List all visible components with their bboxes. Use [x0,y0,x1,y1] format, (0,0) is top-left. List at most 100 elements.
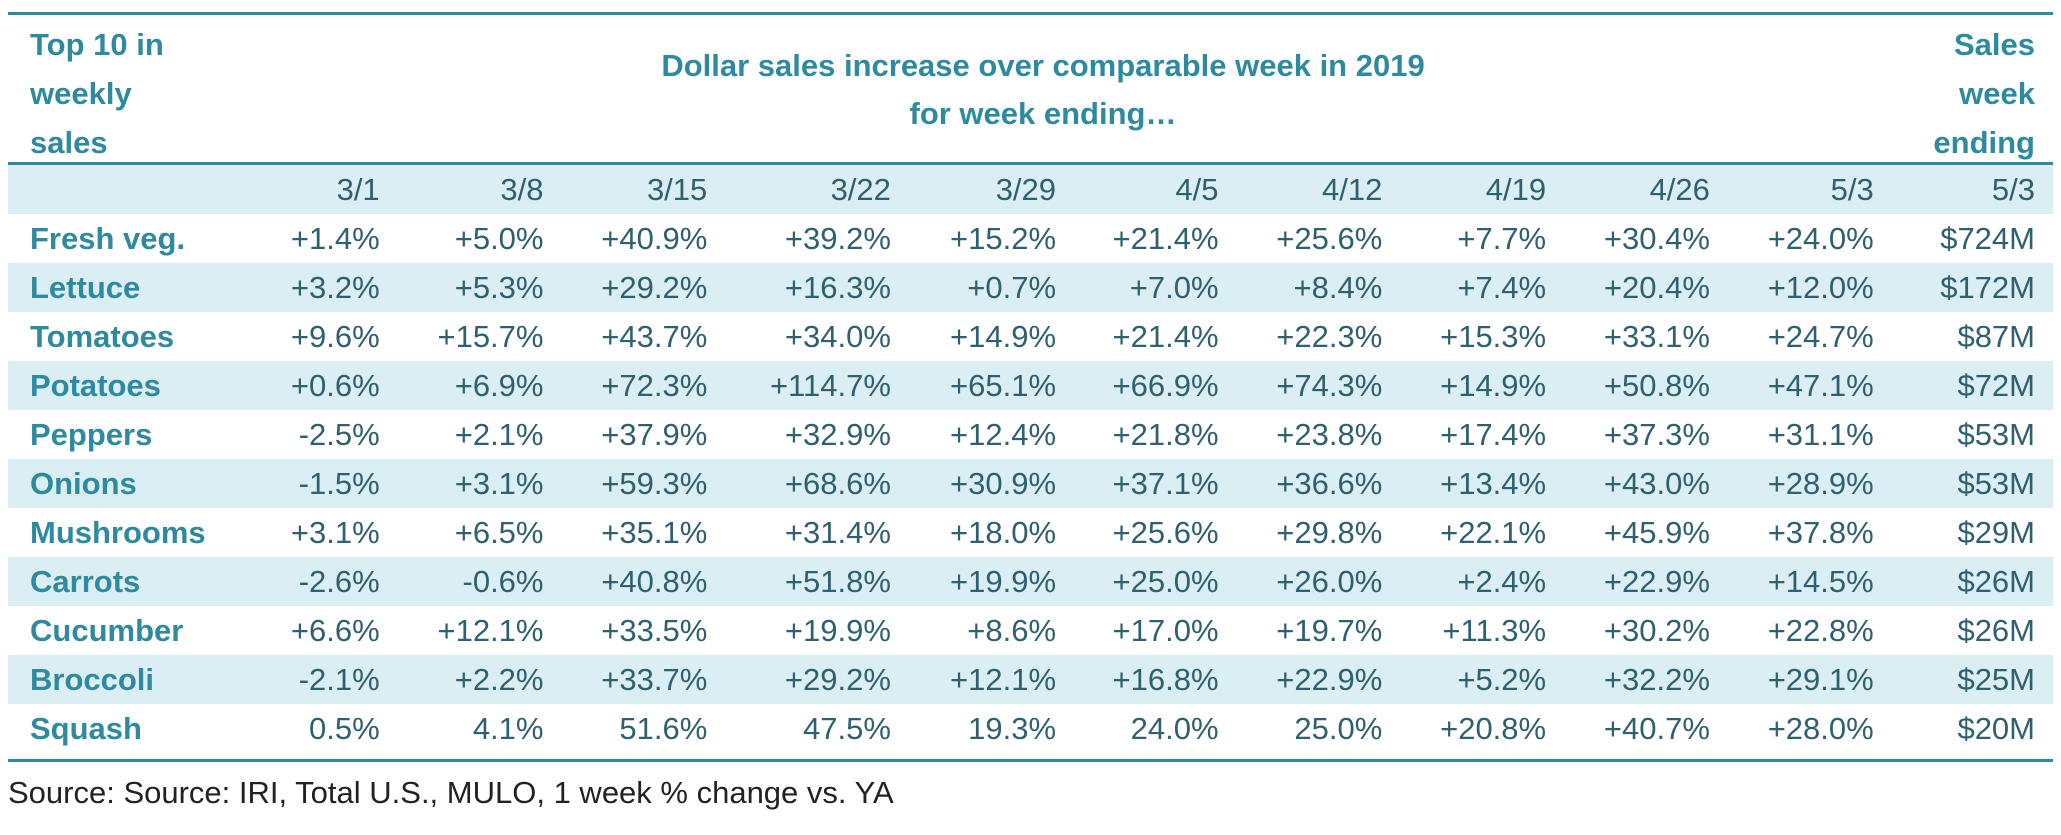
row-label: Squash [30,710,142,746]
pct-change-cell: +23.8% [1276,416,1383,452]
pct-change-cell: +19.7% [1276,612,1383,648]
pct-change-cell: -1.5% [265,459,398,508]
pct-change-cell: +5.2% [1400,655,1565,704]
pct-change-cell: +33.7% [561,655,726,704]
header-center-line: Dollar sales increase over comparable we… [661,48,1425,83]
pct-change-cell: +45.9% [1603,514,1710,550]
column-header-row: 3/1 3/8 3/15 3/22 3/29 4/5 4/12 4/19 4/26 5/3 5/3 [8,165,2053,214]
column-header: 4/19 [1400,165,1565,214]
header-right-title: Sales week ending [1875,20,2035,167]
column-header: 3/29 [908,165,1075,214]
pct-change-cell: +7.0% [1074,263,1237,312]
row-label: Lettuce [8,263,266,312]
pct-change-cell: +8.4% [1236,263,1401,312]
header-rule [8,162,2053,165]
header-right-line: week [1959,76,2035,111]
pct-change-cell: +14.9% [950,318,1057,354]
row-label: Fresh veg. [30,220,186,256]
pct-change-cell: +22.8% [1767,612,1874,648]
column-header: 4/26 [1564,165,1728,214]
pct-change-cell: +12.1% [908,655,1075,704]
pct-change-cell: +18.0% [950,514,1057,550]
pct-change-cell: +0.7% [908,263,1075,312]
sales-cell: $87M [1957,318,2035,354]
header-left-title: Top 10 in weekly sales [30,20,250,167]
pct-change-cell: +21.4% [1112,318,1219,354]
sales-cell: $20M [1957,710,2035,746]
row-label: Carrots [8,557,266,606]
table-row: Mushrooms +3.1% +6.5% +35.1% +31.4% +18.0% +25… [8,508,2053,557]
pct-change-cell: +47.1% [1727,361,1892,410]
pct-change-cell: +24.7% [1767,318,1874,354]
pct-change-cell: +9.6% [290,318,380,354]
pct-change-cell: +1.4% [290,220,380,256]
pct-change-cell: 4.1% [472,710,544,746]
pct-change-cell: +33.1% [1603,318,1710,354]
pct-change-cell: +20.8% [1440,710,1547,746]
column-header: 3/15 [561,165,726,214]
pct-change-cell: +72.3% [561,361,726,410]
pct-change-cell: +68.6% [725,459,909,508]
pct-change-cell: +15.2% [950,220,1057,256]
pct-change-cell: +15.3% [1440,318,1547,354]
table-row: Carrots -2.6% -0.6% +40.8% +51.8% +19.9% +25.0… [8,557,2053,606]
pct-change-cell: +5.0% [454,220,544,256]
sales-cell: $724M [1940,220,2035,256]
pct-change-cell: +22.9% [1564,557,1728,606]
pct-change-cell: +15.7% [437,318,544,354]
pct-change-cell: -2.6% [265,557,398,606]
pct-change-cell: +51.8% [725,557,909,606]
pct-change-cell: +32.2% [1564,655,1728,704]
row-label: Cucumber [30,612,184,648]
pct-change-cell: +2.2% [397,655,562,704]
pct-change-cell: +12.4% [950,416,1057,452]
pct-change-cell: +37.1% [1074,459,1237,508]
header-left-line: weekly [30,76,132,111]
pct-change-cell: +17.4% [1440,416,1547,452]
pct-change-cell: +0.6% [265,361,398,410]
pct-change-cell: +19.9% [908,557,1075,606]
pct-change-cell: +17.0% [1112,612,1219,648]
row-label: Broccoli [8,655,266,704]
pct-change-cell: +3.1% [397,459,562,508]
pct-change-cell: +34.0% [784,318,891,354]
header-left-line: Top 10 in [30,27,164,62]
top-rule [8,12,2053,15]
table-row: Lettuce +3.2% +5.3% +29.2% +16.3% +0.7% +7.0% +… [8,263,2053,312]
pct-change-cell: +16.8% [1074,655,1237,704]
sales-cell: $53M [1891,459,2053,508]
pct-change-cell: +33.5% [601,612,708,648]
pct-change-cell: +32.9% [784,416,891,452]
pct-change-cell: +7.4% [1400,263,1565,312]
pct-change-cell: +28.0% [1767,710,1874,746]
column-header: 4/5 [1074,165,1237,214]
table-row: Broccoli -2.1% +2.2% +33.7% +29.2% +12.1% +16.… [8,655,2053,704]
pct-change-cell: +37.3% [1603,416,1710,452]
pct-change-cell: +8.6% [967,612,1057,648]
sales-cell: $29M [1957,514,2035,550]
pct-change-cell: +14.5% [1727,557,1892,606]
pct-change-cell: +36.6% [1236,459,1401,508]
pct-change-cell: +22.3% [1276,318,1383,354]
header-center-title: Dollar sales increase over comparable we… [268,42,1818,138]
pct-change-cell: +5.3% [397,263,562,312]
pct-change-cell: +29.2% [561,263,726,312]
header-center-line: for week ending… [909,96,1177,131]
pct-change-cell: 0.5% [309,710,380,746]
pct-change-cell: +37.8% [1767,514,1874,550]
pct-change-cell: 25.0% [1294,710,1383,746]
pct-change-cell: +14.9% [1400,361,1565,410]
table-row: Onions -1.5% +3.1% +59.3% +68.6% +30.9% +37.1%… [8,459,2053,508]
pct-change-cell: +13.4% [1400,459,1565,508]
pct-change-cell: +6.6% [290,612,380,648]
sales-cell: $53M [1957,416,2035,452]
pct-change-cell: +29.8% [1276,514,1383,550]
pct-change-cell: +3.1% [290,514,380,550]
pct-change-cell: +43.0% [1564,459,1728,508]
pct-change-cell: +2.4% [1400,557,1565,606]
pct-change-cell: +19.9% [784,612,891,648]
pct-change-cell: +2.1% [454,416,544,452]
pct-change-cell: -2.5% [298,416,380,452]
pct-change-cell: 19.3% [968,710,1057,746]
table-row: Potatoes +0.6% +6.9% +72.3% +114.7% +65.1% +66… [8,361,2053,410]
